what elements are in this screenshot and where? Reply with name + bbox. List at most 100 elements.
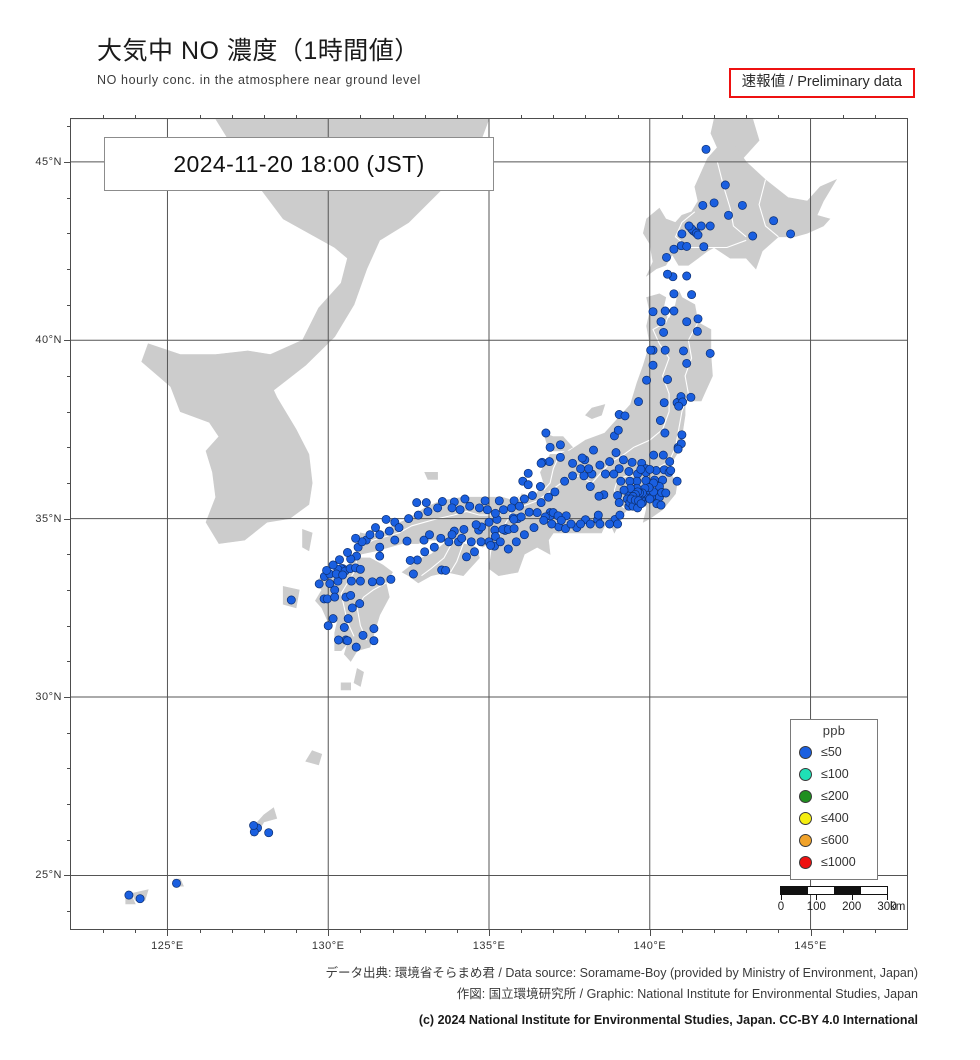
station-marker[interactable] bbox=[594, 491, 604, 501]
station-marker[interactable] bbox=[577, 453, 587, 463]
station-marker[interactable] bbox=[663, 269, 672, 279]
station-marker[interactable] bbox=[786, 229, 796, 239]
station-marker[interactable] bbox=[769, 216, 779, 226]
station-marker[interactable] bbox=[338, 570, 348, 580]
station-marker[interactable] bbox=[698, 200, 708, 210]
station-marker[interactable] bbox=[555, 440, 565, 450]
station-marker[interactable] bbox=[405, 555, 415, 565]
station-marker[interactable] bbox=[705, 221, 715, 231]
station-marker[interactable] bbox=[682, 317, 692, 327]
station-marker[interactable] bbox=[656, 500, 666, 510]
station-marker[interactable] bbox=[547, 519, 557, 529]
station-marker[interactable] bbox=[343, 636, 352, 646]
station-marker[interactable] bbox=[404, 514, 414, 524]
station-marker[interactable] bbox=[322, 594, 332, 604]
station-marker[interactable] bbox=[413, 510, 423, 520]
station-marker[interactable] bbox=[465, 501, 475, 511]
station-marker[interactable] bbox=[693, 230, 703, 240]
station-marker[interactable] bbox=[421, 498, 431, 508]
station-marker[interactable] bbox=[390, 535, 400, 545]
station-marker[interactable] bbox=[447, 530, 457, 540]
station-marker[interactable] bbox=[519, 494, 529, 504]
station-marker[interactable] bbox=[474, 503, 484, 513]
station-marker[interactable] bbox=[535, 482, 545, 491]
station-marker[interactable] bbox=[686, 392, 696, 402]
station-marker[interactable] bbox=[748, 231, 758, 241]
station-marker[interactable] bbox=[585, 519, 595, 529]
station-marker[interactable] bbox=[658, 450, 668, 460]
station-marker[interactable] bbox=[476, 537, 486, 547]
station-marker[interactable] bbox=[343, 614, 353, 624]
station-marker[interactable] bbox=[314, 579, 324, 589]
station-marker[interactable] bbox=[648, 360, 658, 370]
station-marker[interactable] bbox=[384, 526, 394, 536]
station-marker[interactable] bbox=[339, 623, 349, 632]
station-marker[interactable] bbox=[656, 317, 666, 327]
station-marker[interactable] bbox=[507, 503, 516, 513]
station-marker[interactable] bbox=[536, 498, 546, 508]
station-marker[interactable] bbox=[600, 469, 610, 479]
station-marker[interactable] bbox=[335, 555, 344, 565]
station-marker[interactable] bbox=[529, 523, 539, 533]
station-marker[interactable] bbox=[679, 346, 688, 356]
station-marker[interactable] bbox=[429, 542, 439, 552]
station-marker[interactable] bbox=[696, 221, 706, 231]
station-marker[interactable] bbox=[615, 510, 625, 520]
station-marker[interactable] bbox=[634, 397, 643, 407]
station-marker[interactable] bbox=[613, 425, 623, 435]
station-marker[interactable] bbox=[611, 448, 621, 458]
station-marker[interactable] bbox=[687, 290, 697, 300]
station-marker[interactable] bbox=[519, 530, 529, 540]
station-marker[interactable] bbox=[527, 491, 537, 500]
station-marker[interactable] bbox=[693, 314, 703, 324]
station-marker[interactable] bbox=[613, 519, 623, 529]
station-marker[interactable] bbox=[544, 457, 554, 467]
station-marker[interactable] bbox=[682, 241, 692, 251]
station-marker[interactable] bbox=[330, 592, 340, 602]
station-marker[interactable] bbox=[423, 507, 433, 516]
map-plot-area[interactable] bbox=[70, 118, 908, 930]
station-marker[interactable] bbox=[441, 565, 451, 575]
station-marker[interactable] bbox=[509, 514, 519, 524]
station-marker[interactable] bbox=[499, 505, 508, 515]
station-marker[interactable] bbox=[490, 508, 500, 518]
station-marker[interactable] bbox=[347, 603, 357, 613]
station-marker[interactable] bbox=[516, 512, 526, 522]
station-marker[interactable] bbox=[355, 576, 365, 586]
station-marker[interactable] bbox=[375, 542, 385, 552]
station-marker[interactable] bbox=[457, 533, 467, 543]
station-marker[interactable] bbox=[724, 210, 733, 220]
station-marker[interactable] bbox=[619, 485, 629, 495]
station-marker[interactable] bbox=[677, 229, 687, 239]
station-marker[interactable] bbox=[367, 577, 377, 587]
station-marker[interactable] bbox=[536, 458, 546, 468]
station-marker[interactable] bbox=[286, 595, 296, 605]
station-marker[interactable] bbox=[556, 515, 566, 525]
station-marker[interactable] bbox=[539, 515, 549, 525]
station-marker[interactable] bbox=[466, 537, 476, 547]
station-marker[interactable] bbox=[684, 221, 694, 231]
station-marker[interactable] bbox=[673, 444, 683, 454]
station-marker[interactable] bbox=[645, 494, 655, 504]
station-marker[interactable] bbox=[584, 464, 594, 474]
station-marker[interactable] bbox=[172, 878, 181, 888]
station-marker[interactable] bbox=[666, 466, 676, 475]
station-marker[interactable] bbox=[609, 469, 619, 479]
station-marker[interactable] bbox=[568, 458, 578, 468]
station-marker[interactable] bbox=[550, 487, 560, 497]
station-marker[interactable] bbox=[524, 507, 534, 517]
station-marker[interactable] bbox=[705, 348, 715, 358]
station-marker[interactable] bbox=[660, 345, 670, 355]
station-marker[interactable] bbox=[460, 494, 470, 504]
station-marker[interactable] bbox=[523, 468, 533, 478]
station-marker[interactable] bbox=[614, 464, 624, 474]
station-marker[interactable] bbox=[375, 530, 385, 540]
station-marker[interactable] bbox=[595, 519, 605, 529]
station-marker[interactable] bbox=[343, 548, 352, 557]
station-marker[interactable] bbox=[325, 579, 335, 589]
station-marker[interactable] bbox=[503, 544, 513, 554]
station-marker[interactable] bbox=[624, 467, 634, 476]
station-marker[interactable] bbox=[672, 476, 682, 486]
station-marker[interactable] bbox=[369, 636, 379, 646]
station-marker[interactable] bbox=[509, 524, 519, 534]
